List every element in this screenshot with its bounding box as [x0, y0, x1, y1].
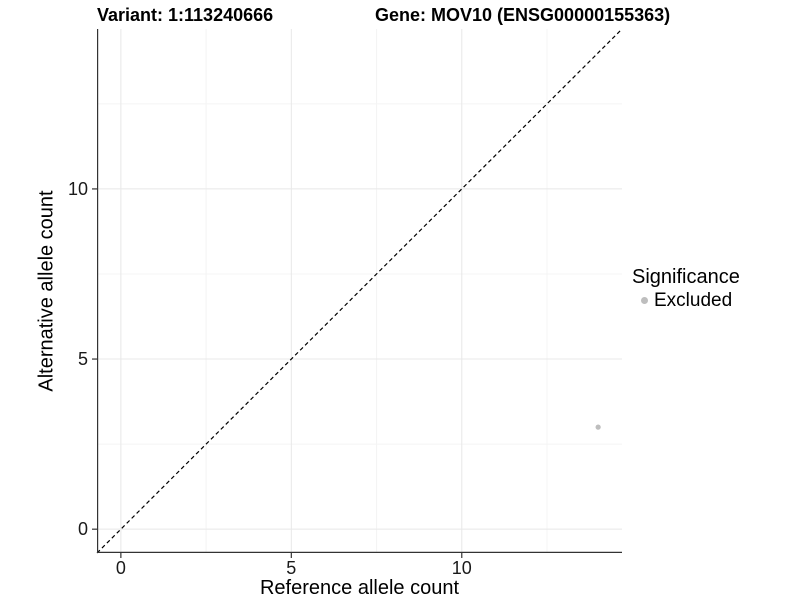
x-tick-label: 10	[452, 558, 472, 578]
y-axis-label: Alternative allele count	[35, 190, 58, 392]
y-tick-label: 0	[78, 519, 88, 539]
legend-item: Excluded	[632, 289, 740, 312]
plot-title-variant: Variant: 1:113240666	[97, 5, 274, 25]
y-tick-label: 10	[68, 179, 88, 199]
plot-panel: 0 5 10 0 5 10	[68, 28, 623, 578]
plot-title-gene: Gene: MOV10 (ENSG00000155363)	[375, 5, 671, 25]
x-tick-label: 5	[286, 558, 296, 578]
data-point	[595, 424, 601, 430]
identity-line	[96, 28, 623, 554]
legend-item-label: Excluded	[654, 289, 733, 311]
legend-point-icon	[641, 297, 648, 304]
x-axis-label: Reference allele count	[259, 577, 459, 599]
y-tick-label: 5	[78, 349, 88, 369]
legend-title: Significance	[632, 266, 740, 288]
x-tick-label: 0	[116, 558, 126, 578]
legend: Significance Excluded	[632, 266, 740, 312]
